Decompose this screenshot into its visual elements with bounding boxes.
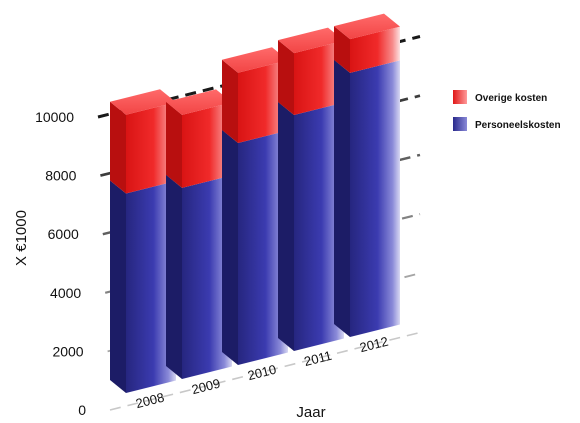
y-axis-title: X €1000 (13, 210, 30, 266)
bar-personeel-2012-front (350, 60, 400, 338)
legend: Overige kosten Personeelskosten (453, 90, 561, 131)
bar-personeel-2010 (222, 130, 288, 365)
legend-item-personeel: Personeelskosten (453, 117, 561, 131)
bar-group-2011 (278, 27, 344, 352)
bar-overige-2011 (278, 27, 344, 115)
bar-personeel-2009 (166, 174, 232, 379)
bar-group-2010 (222, 47, 288, 365)
y-tick-label: 6000 (48, 226, 79, 242)
legend-label-personeel: Personeelskosten (475, 120, 561, 131)
bar-overige-2012-front (350, 26, 400, 73)
bar-overige-2010-front (238, 60, 288, 144)
bar-overige-2011-top (278, 27, 344, 54)
bar-overige-2009-front (182, 102, 232, 188)
bar-overige-2010 (222, 47, 288, 144)
bar-personeel-2010-front (238, 130, 288, 365)
bar-overige-2010-top (222, 47, 288, 73)
bar-overige-2012-side (334, 26, 350, 73)
bar-personeel-2008-side (110, 180, 126, 393)
y-tick-label: 8000 (45, 168, 76, 184)
bar-overige-2011-side (278, 40, 294, 115)
y-tick-label: 10000 (35, 109, 74, 125)
bar-personeel-2009-front (182, 175, 232, 379)
axis-labels: 0 2000 4000 6000 8000 10000 2008 2009 2010 2011 20… (35, 109, 390, 418)
bar-personeel-2011 (278, 101, 344, 352)
legend-label-overige: Overige kosten (475, 93, 547, 104)
bar-overige-2012-top (334, 13, 400, 40)
bar-group-2008 (110, 89, 176, 393)
bar-personeel-2008 (110, 180, 176, 393)
x-tick-label-2010: 2010 (246, 362, 278, 384)
legend-swatch-personeel (453, 117, 467, 131)
x-axis-title: Jaar (296, 404, 325, 421)
bar-overige-2009-side (166, 101, 182, 188)
y-tick-label: 2000 (52, 343, 83, 359)
bar-overige-2012 (334, 13, 400, 73)
bar-personeel-2011-front (294, 102, 344, 352)
bar-overige-2008-front (126, 102, 176, 194)
y-tick-label: 4000 (50, 285, 81, 301)
x-tick-label-2011: 2011 (303, 348, 334, 369)
bars (110, 13, 400, 393)
bar-overige-2011-front (294, 40, 344, 115)
bar-overige-2008-top (110, 89, 176, 115)
bar-group-2012 (334, 13, 400, 338)
bar-overige-2008 (110, 89, 176, 194)
bar-overige-2009-top (166, 89, 232, 115)
bar-personeel-2009-side (166, 174, 182, 379)
bar-personeel-2012 (334, 59, 400, 338)
bar-personeel-2008-front (126, 180, 176, 393)
bar-personeel-2012-side (334, 59, 350, 338)
legend-item-overige: Overige kosten (453, 90, 547, 104)
x-tick-label-2012: 2012 (358, 334, 390, 356)
bar-overige-2008-side (110, 101, 126, 194)
bar-overige-2009 (166, 89, 232, 188)
x-tick-label-2009: 2009 (190, 376, 222, 398)
bar-personeel-2011-side (278, 101, 294, 352)
legend-swatch-overige (453, 90, 467, 104)
y-tick-label: 0 (78, 402, 86, 418)
x-tick-label-2008: 2008 (134, 390, 166, 412)
bar-overige-2010-side (222, 59, 238, 144)
bar-group-2009 (166, 89, 232, 379)
bar-personeel-2010-side (222, 130, 238, 365)
